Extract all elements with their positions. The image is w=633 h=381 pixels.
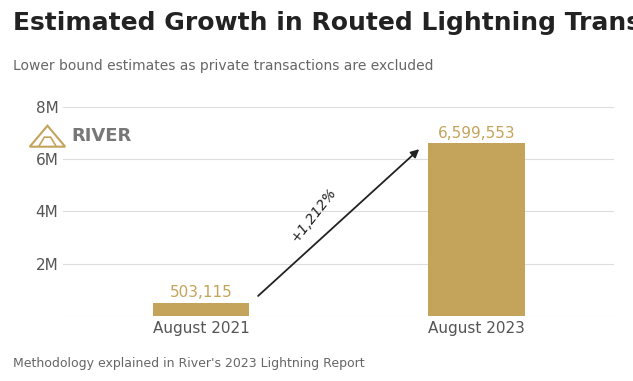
Text: RIVER: RIVER xyxy=(72,127,132,145)
Text: Estimated Growth in Routed Lightning Transactions: Estimated Growth in Routed Lightning Tra… xyxy=(13,11,633,35)
Text: Methodology explained in River's 2023 Lightning Report: Methodology explained in River's 2023 Li… xyxy=(13,357,364,370)
Text: +1,212%: +1,212% xyxy=(289,185,339,245)
Bar xyxy=(428,143,525,316)
Bar xyxy=(153,303,249,316)
Text: 6,599,553: 6,599,553 xyxy=(437,126,515,141)
Text: 503,115: 503,115 xyxy=(170,285,232,301)
Text: Lower bound estimates as private transactions are excluded: Lower bound estimates as private transac… xyxy=(13,59,433,73)
